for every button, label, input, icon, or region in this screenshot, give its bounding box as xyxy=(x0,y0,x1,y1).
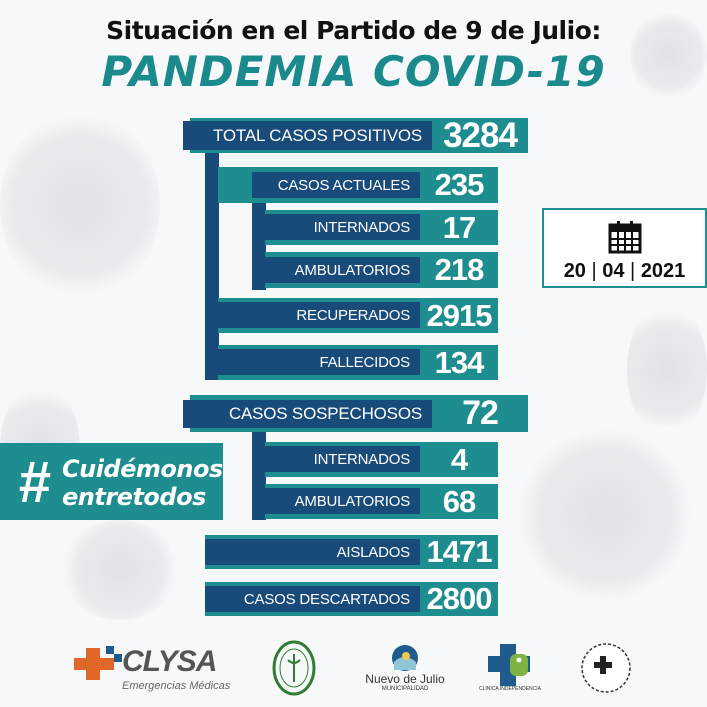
label-fallecidos: FALLECIDOS xyxy=(218,349,420,375)
clysa-name: CLYSA xyxy=(122,645,217,678)
virus-decoration xyxy=(627,300,707,440)
clysa-logo: CLYSA Emergencias Médicas xyxy=(72,640,232,696)
value-aislados: 1471 xyxy=(426,534,493,569)
value-casos-sospechosos: 72 xyxy=(462,394,499,432)
wave-icon xyxy=(392,645,418,671)
clinica-logo: CLINICA INDEPENDENCIA xyxy=(470,640,550,696)
cross-icon xyxy=(74,646,122,680)
virus-decoration xyxy=(0,110,160,300)
date-box: 20 | 04 | 2021 xyxy=(542,208,707,288)
circular-seal xyxy=(580,640,632,696)
value-fallecidos: 134 xyxy=(434,344,485,380)
virus-decoration xyxy=(520,430,690,600)
label-ambulatorios: AMBULATORIOS xyxy=(265,257,420,283)
tree-connector xyxy=(252,198,266,290)
value-recuperados: 2915 xyxy=(426,297,493,333)
date-day: 20 xyxy=(563,260,586,282)
date-text: 20 | 04 | 2021 xyxy=(563,260,686,282)
label-casos-actuales: CASOS ACTUALES xyxy=(252,172,420,198)
tree-connector xyxy=(205,148,219,380)
municipalidad-sub: MUNICIPALIDAD xyxy=(381,686,429,692)
value-sospechosos-internados: 4 xyxy=(450,441,468,477)
virus-decoration xyxy=(60,520,180,620)
value-ambulatorios: 218 xyxy=(434,252,485,287)
clinica-name: CLINICA INDEPENDENCIA xyxy=(479,686,541,692)
hashtag-symbol: # xyxy=(18,450,51,515)
header-subtitle: PANDEMIA COVID-19 xyxy=(101,47,606,96)
clinic-cross-icon xyxy=(488,644,530,686)
label-aislados: AISLADOS xyxy=(205,539,420,565)
tree-connector xyxy=(252,428,266,520)
hashtag-line1: Cuidémonos xyxy=(62,455,223,483)
value-casos-descartados: 2800 xyxy=(426,581,493,616)
value-internados: 17 xyxy=(442,209,476,245)
virus-decoration xyxy=(630,10,707,100)
label-total-positivos: TOTAL CASOS POSITIVOS xyxy=(183,121,432,150)
clysa-tagline: Emergencias Médicas xyxy=(122,680,231,692)
label-internados: INTERNADOS xyxy=(265,214,420,240)
calendar-icon xyxy=(608,221,642,254)
header-title: Situación en el Partido de 9 de Julio: xyxy=(106,16,601,45)
medical-association-seal xyxy=(272,640,316,696)
municipalidad-name: Nuevo de Julio xyxy=(365,672,445,686)
date-year: 2021 xyxy=(640,260,686,282)
hashtag-line2: entretodos xyxy=(62,483,206,511)
label-casos-descartados: CASOS DESCARTADOS xyxy=(205,586,420,612)
label-recuperados: RECUPERADOS xyxy=(218,302,420,328)
municipalidad-logo: Nuevo de Julio MUNICIPALIDAD xyxy=(365,640,445,696)
label-sospechosos-internados: INTERNADOS xyxy=(265,446,420,472)
value-casos-actuales: 235 xyxy=(434,167,485,202)
value-total-positivos: 3284 xyxy=(443,115,518,155)
date-month: 04 xyxy=(602,260,625,282)
hashtag-banner: # Cuidémonos entretodos xyxy=(0,443,223,520)
label-sospechosos-ambulatorios: AMBULATORIOS xyxy=(265,488,420,514)
value-sospechosos-ambulatorios: 68 xyxy=(442,483,476,519)
label-casos-sospechosos: CASOS SOSPECHOSOS xyxy=(183,400,432,428)
